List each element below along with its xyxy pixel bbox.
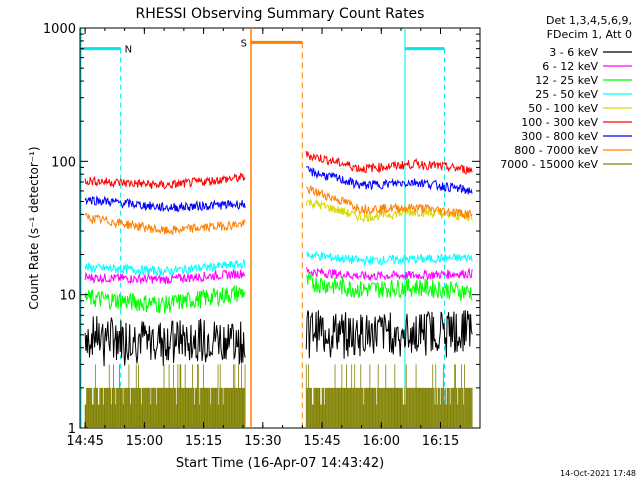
x-tick-label: 14:45 xyxy=(66,434,103,449)
x-tick-label: 15:30 xyxy=(244,434,281,449)
legend-label: 300 - 800 keV xyxy=(521,130,598,143)
chart-marks: NS xyxy=(80,28,473,428)
legend-label: 50 - 100 keV xyxy=(528,102,598,115)
series-5-trace-a xyxy=(84,172,246,190)
plot-area: NS xyxy=(79,27,481,429)
legend-label: 3 - 6 keV xyxy=(549,46,598,59)
legend-label: 7000 - 15000 keV xyxy=(500,158,598,171)
series-5-trace-b xyxy=(305,151,473,175)
legend-label: 100 - 300 keV xyxy=(521,116,598,129)
series-3-trace-b xyxy=(306,250,473,267)
y-tick-label: 1 xyxy=(68,422,76,437)
series-7-trace-b xyxy=(305,184,473,220)
series-2-trace-a xyxy=(84,284,246,314)
y-axis: 1 10 100 1000 xyxy=(43,22,480,437)
y-axis-label: Count Rate (s⁻¹ detector⁻¹) xyxy=(27,146,41,309)
y-tick-label: 100 xyxy=(51,155,76,170)
x-tick-label: 15:00 xyxy=(126,434,163,449)
legend-label: 6 - 12 keV xyxy=(542,60,598,73)
y-tick-label: 10 xyxy=(59,289,76,304)
series-6-trace-a xyxy=(84,195,246,213)
x-tick-label: 16:15 xyxy=(422,434,459,449)
legend-label: 12 - 25 keV xyxy=(535,74,598,87)
series-6-trace-b xyxy=(305,165,473,195)
legend-header-line-2: FDecim 1, Att 0 xyxy=(547,28,632,41)
legend: Det 1,3,4,5,6,9, FDecim 1, Att 0 3 - 6 k… xyxy=(500,14,632,171)
series-8-trace-a xyxy=(84,364,246,428)
series-1-trace-a xyxy=(84,268,246,285)
legend-header-line-1: Det 1,3,4,5,6,9, xyxy=(546,14,632,27)
series-8-trace-b xyxy=(305,364,473,428)
x-tick-label: 16:00 xyxy=(363,434,400,449)
x-tick-label: 15:45 xyxy=(303,434,340,449)
series-0-trace-a xyxy=(84,316,246,367)
night-label: N xyxy=(125,45,132,56)
series-1-trace-b xyxy=(305,267,473,282)
y-tick-label: 1000 xyxy=(43,22,76,37)
x-tick-label: 15:15 xyxy=(185,434,222,449)
plot-frame xyxy=(79,27,481,429)
x-axis: 14:45 15:00 15:15 15:30 15:45 16:00 16:15 xyxy=(66,28,481,449)
footer-date: 14-Oct-2021 17:48 xyxy=(560,469,636,478)
series-2-trace-b xyxy=(306,273,473,301)
saa-label: S xyxy=(241,38,247,49)
series-0-trace-b xyxy=(305,310,473,359)
legend-label: 25 - 50 keV xyxy=(535,88,598,101)
legend-label: 800 - 7000 keV xyxy=(514,144,598,157)
chart-title: RHESSI Observing Summary Count Rates xyxy=(136,6,425,22)
series-3-trace-a xyxy=(84,258,246,277)
series-7-trace-a xyxy=(84,213,246,236)
x-axis-label: Start Time (16-Apr-07 14:43:42) xyxy=(176,456,384,471)
